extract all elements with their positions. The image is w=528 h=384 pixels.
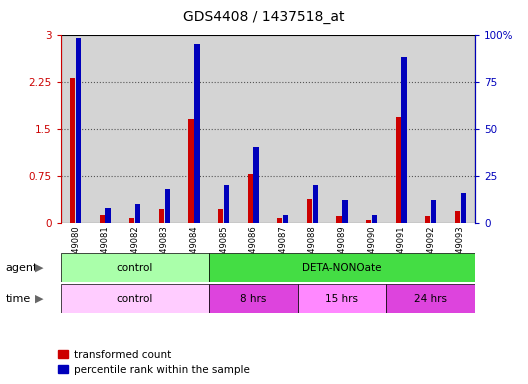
Bar (194, 44, 200, 223)
Bar (268, 35, 298, 223)
Text: control: control (117, 293, 153, 304)
Bar (106, 208, 111, 223)
Bar (446, 35, 475, 223)
Bar (188, 119, 194, 223)
Bar (313, 185, 318, 223)
Bar (425, 217, 430, 223)
Bar (149, 35, 179, 223)
Text: GDS4408 / 1437518_at: GDS4408 / 1437518_at (183, 10, 345, 23)
Text: 8 hrs: 8 hrs (240, 293, 266, 304)
Bar (90, 35, 120, 223)
Bar (253, 147, 259, 223)
Bar (283, 215, 288, 223)
Bar (129, 218, 135, 223)
Text: 15 hrs: 15 hrs (325, 293, 359, 304)
Bar (372, 215, 377, 223)
Bar (395, 118, 401, 223)
Bar (165, 189, 170, 223)
Bar (455, 212, 460, 223)
Text: time: time (5, 293, 31, 304)
Bar (209, 284, 298, 313)
Bar (431, 200, 437, 223)
Legend: transformed count, percentile rank within the sample: transformed count, percentile rank withi… (58, 350, 250, 375)
Bar (238, 35, 268, 223)
Bar (327, 35, 357, 223)
Bar (61, 35, 475, 223)
Text: 24 hrs: 24 hrs (414, 293, 447, 304)
Text: control: control (117, 263, 153, 273)
Bar (357, 35, 386, 223)
Bar (61, 35, 90, 223)
Bar (159, 209, 164, 223)
Bar (416, 35, 446, 223)
Bar (342, 200, 347, 223)
Text: DETA-NONOate: DETA-NONOate (302, 263, 382, 273)
Bar (61, 284, 209, 313)
Bar (70, 78, 75, 223)
Bar (179, 35, 209, 223)
Bar (248, 174, 253, 223)
Bar (120, 35, 149, 223)
Bar (209, 253, 475, 282)
Bar (218, 209, 223, 223)
Bar (61, 253, 209, 282)
Bar (99, 215, 105, 223)
Bar (298, 35, 327, 223)
Bar (298, 284, 386, 313)
Bar (461, 193, 466, 223)
Text: ▶: ▶ (35, 263, 44, 273)
Bar (366, 220, 371, 223)
Text: ▶: ▶ (35, 293, 44, 304)
Bar (307, 199, 312, 223)
Bar (135, 204, 140, 223)
Bar (277, 218, 282, 223)
Bar (386, 284, 475, 313)
Bar (76, 38, 81, 223)
Bar (386, 35, 416, 223)
Bar (209, 35, 238, 223)
Bar (224, 185, 229, 223)
Bar (401, 57, 407, 223)
Bar (336, 217, 342, 223)
Text: agent: agent (5, 263, 37, 273)
